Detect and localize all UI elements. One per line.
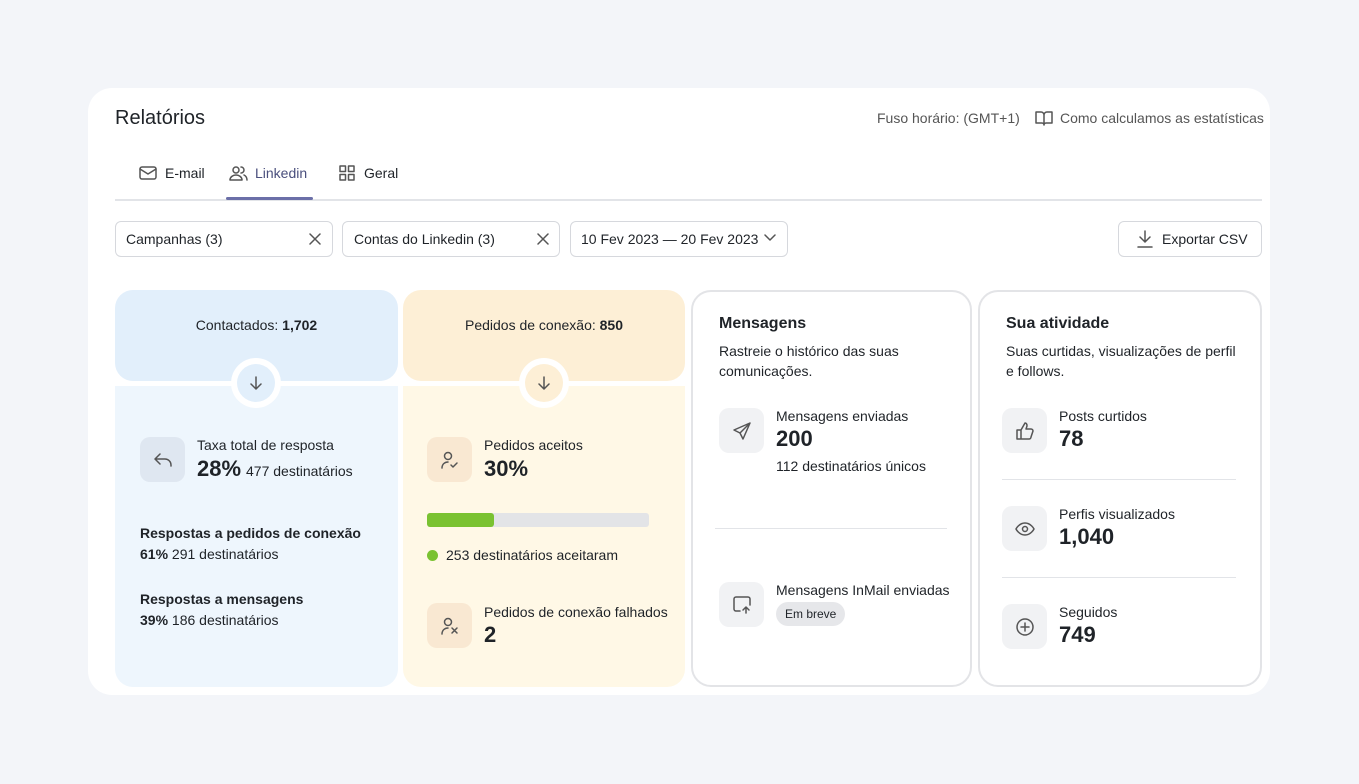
export-label: Exportar CSV — [1162, 231, 1248, 247]
arrow-icon — [538, 376, 550, 390]
title: Relatórios — [115, 107, 206, 129]
badge: Em breve — [776, 602, 846, 626]
summary: Pedidos de conexão: 850 — [403, 316, 685, 334]
tab-active[interactable]: Linkedin — [255, 165, 308, 181]
rate: 61% — [140, 546, 169, 562]
mail-icon — [139, 166, 157, 180]
metric-value: 78 — [1059, 426, 1084, 451]
icon-box — [1002, 408, 1047, 453]
metric-line: 39% 186 destinatários — [140, 611, 279, 629]
divider — [1002, 577, 1236, 578]
metric-title: Posts curtidos — [1059, 408, 1147, 424]
icon-box — [719, 408, 764, 453]
summary-label: Pedidos de conexão: — [464, 317, 596, 333]
timezone: Fuso horário: (GMT+1) — [877, 110, 1020, 126]
icon-box — [140, 437, 185, 482]
metric-title: Respostas a mensagens — [140, 591, 304, 607]
icon-box — [427, 603, 472, 648]
tab-underline — [226, 197, 313, 200]
summary-value: 850 — [599, 317, 623, 333]
metric-value: 1,040 — [1059, 524, 1115, 549]
filter-label: Campanhas (3) — [126, 231, 223, 247]
clear-icon[interactable] — [537, 233, 549, 245]
filter-label: Contas do Linkedin (3) — [354, 231, 495, 247]
metric-title: Taxa total de resposta — [197, 437, 334, 453]
book-icon — [1035, 111, 1053, 126]
icon-box — [719, 582, 764, 627]
filter[interactable] — [342, 221, 560, 257]
panel — [115, 386, 398, 687]
grid-icon — [339, 165, 355, 181]
metric-title: Perfis visualizados — [1059, 506, 1175, 522]
help-link[interactable]: Como calculamos as estatísticas — [1060, 110, 1264, 126]
panel — [978, 290, 1262, 687]
description: Rastreie o histórico das suas — [719, 343, 899, 359]
divider — [115, 199, 1262, 201]
users-icon — [229, 166, 248, 181]
metric-value: 749 — [1059, 622, 1096, 647]
tab[interactable]: Geral — [364, 165, 399, 181]
recipients: 291 destinatários — [171, 546, 279, 562]
metric-title: Seguidos — [1059, 604, 1118, 620]
download-icon — [1137, 230, 1153, 248]
description: Suas curtidas, visualizações de perfil — [1006, 343, 1236, 359]
panel-title: Mensagens — [719, 315, 807, 332]
divider — [715, 528, 947, 529]
metric-line: 61% 291 destinatários — [140, 545, 279, 563]
metric-title: Mensagens enviadas — [776, 408, 909, 424]
metric-sub: 477 destinatários — [246, 463, 353, 479]
date-range: 10 Fev 2023 — 20 Fev 2023 — [581, 231, 759, 247]
metric-sub: 112 destinatários únicos — [776, 458, 926, 474]
summary-label: Contactados: — [195, 317, 279, 333]
metric-title: Pedidos aceitos — [484, 437, 583, 453]
description: e follows. — [1006, 363, 1065, 379]
panel-title: Sua atividade — [1006, 315, 1110, 332]
chevron-icon — [764, 234, 776, 241]
summary: Contactados: 1,702 — [115, 316, 398, 334]
icon-box — [1002, 604, 1047, 649]
divider — [1002, 479, 1236, 480]
clear-icon[interactable] — [309, 233, 321, 245]
metric-value: 2 — [484, 622, 497, 647]
arrow-icon — [250, 376, 262, 390]
legend-dot — [427, 550, 438, 561]
rate: 39% — [140, 612, 169, 628]
metric-title: Respostas a pedidos de conexão — [140, 525, 361, 541]
recipients: 186 destinatários — [171, 612, 279, 628]
metric-value: 200 — [776, 426, 813, 451]
metric-value: 30% — [484, 456, 529, 481]
metric-title: Mensagens InMail enviadas — [776, 582, 950, 598]
icon-box — [1002, 506, 1047, 551]
metric-sub: 253 destinatários aceitaram — [446, 547, 618, 563]
tab[interactable]: E-mail — [165, 165, 205, 181]
panel — [691, 290, 972, 687]
summary-value: 1,702 — [282, 317, 318, 333]
description: comunicações. — [719, 363, 813, 379]
progress-fill — [427, 513, 494, 527]
metric-title: Pedidos de conexão falhados — [484, 604, 668, 620]
filter[interactable] — [115, 221, 333, 257]
metric-value: 28% — [197, 456, 242, 481]
icon-box — [427, 437, 472, 482]
progress-track — [427, 513, 649, 527]
date-picker[interactable] — [570, 221, 788, 257]
